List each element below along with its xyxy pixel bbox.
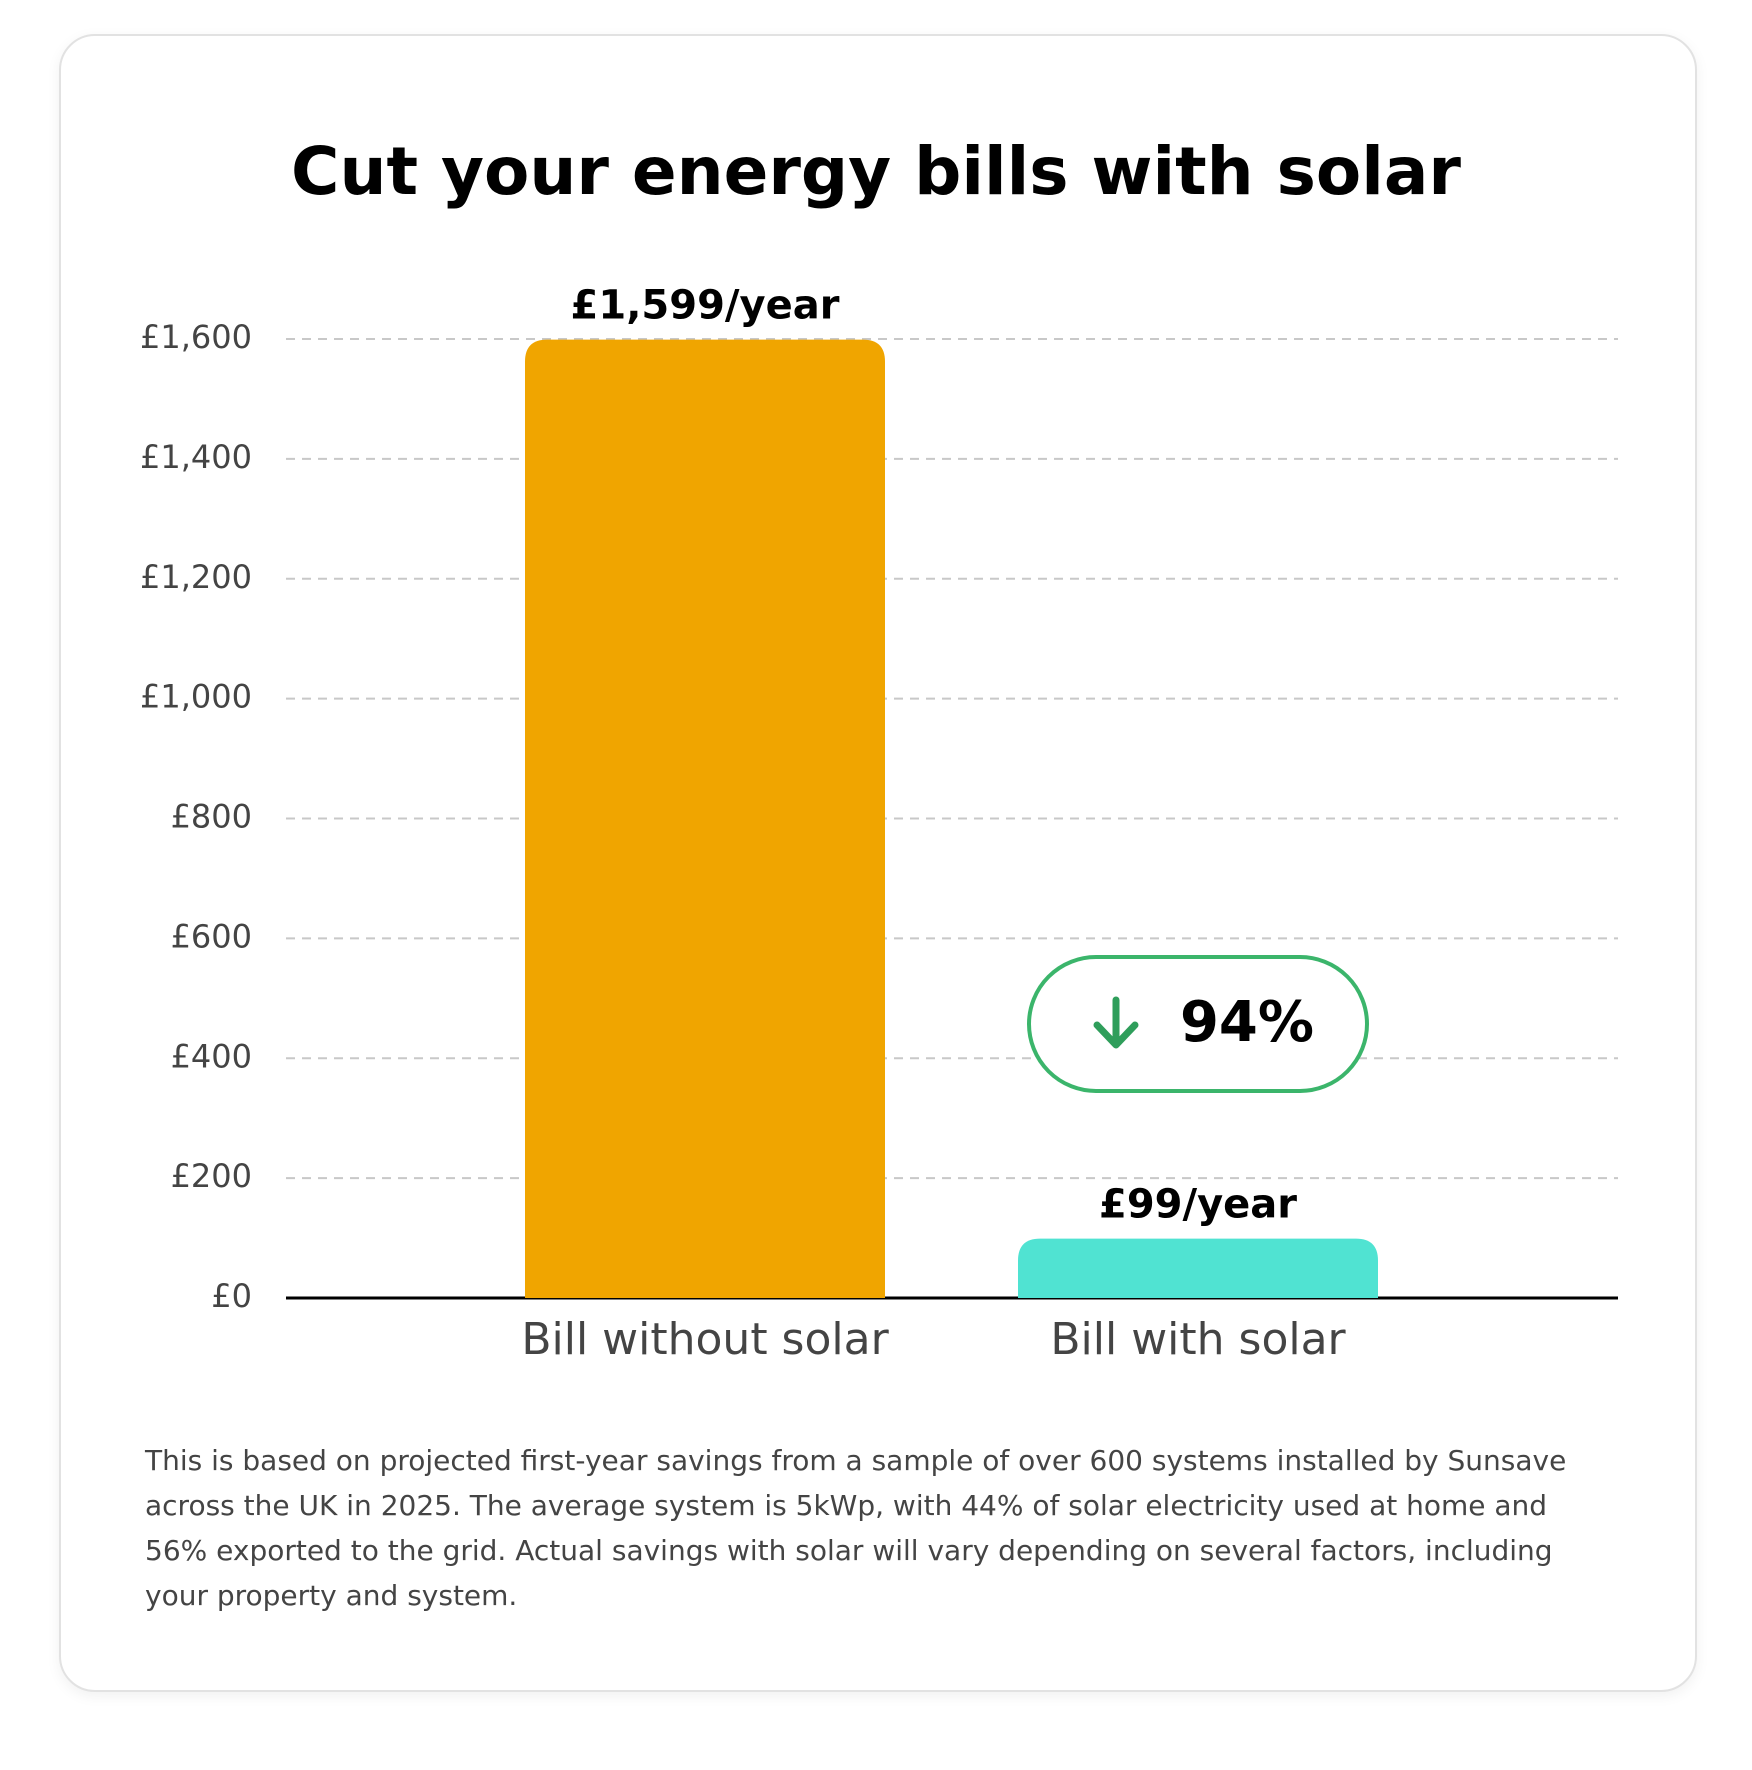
footnote: This is based on projected first-year sa…: [145, 1444, 1567, 1612]
down-arrow: [1093, 996, 1139, 1049]
y-tick-label: £800: [171, 798, 252, 836]
badge-label: 94%: [1180, 990, 1314, 1055]
value-label: £99/year: [1099, 1182, 1297, 1228]
y-tick-label: £1,200: [140, 558, 252, 596]
chart-title: Cut your energy bills with solar: [291, 133, 1461, 210]
x-tick-label: Bill without solar: [521, 1314, 889, 1365]
y-tick-label: £1,600: [140, 318, 252, 356]
plot: £0 £200 £400 £600 £800 £1,000 £1,200 £1,400 £1,6…: [140, 283, 1618, 1365]
y-tick-label: £600: [171, 917, 252, 955]
y-tick-label: £1,000: [140, 678, 252, 716]
y-tick-label: £400: [171, 1037, 252, 1075]
bar: [1018, 1238, 1378, 1298]
x-tick-label: Bill with solar: [1050, 1314, 1346, 1365]
y-tick-label: £1,400: [140, 438, 252, 476]
bar: [525, 339, 885, 1298]
badge-outline: [1027, 955, 1369, 1093]
y-tick-label: £200: [171, 1157, 252, 1195]
value-label: £1,599/year: [571, 283, 840, 329]
y-tick-label: £0: [211, 1277, 252, 1315]
badge: 94%: [1027, 955, 1369, 1093]
